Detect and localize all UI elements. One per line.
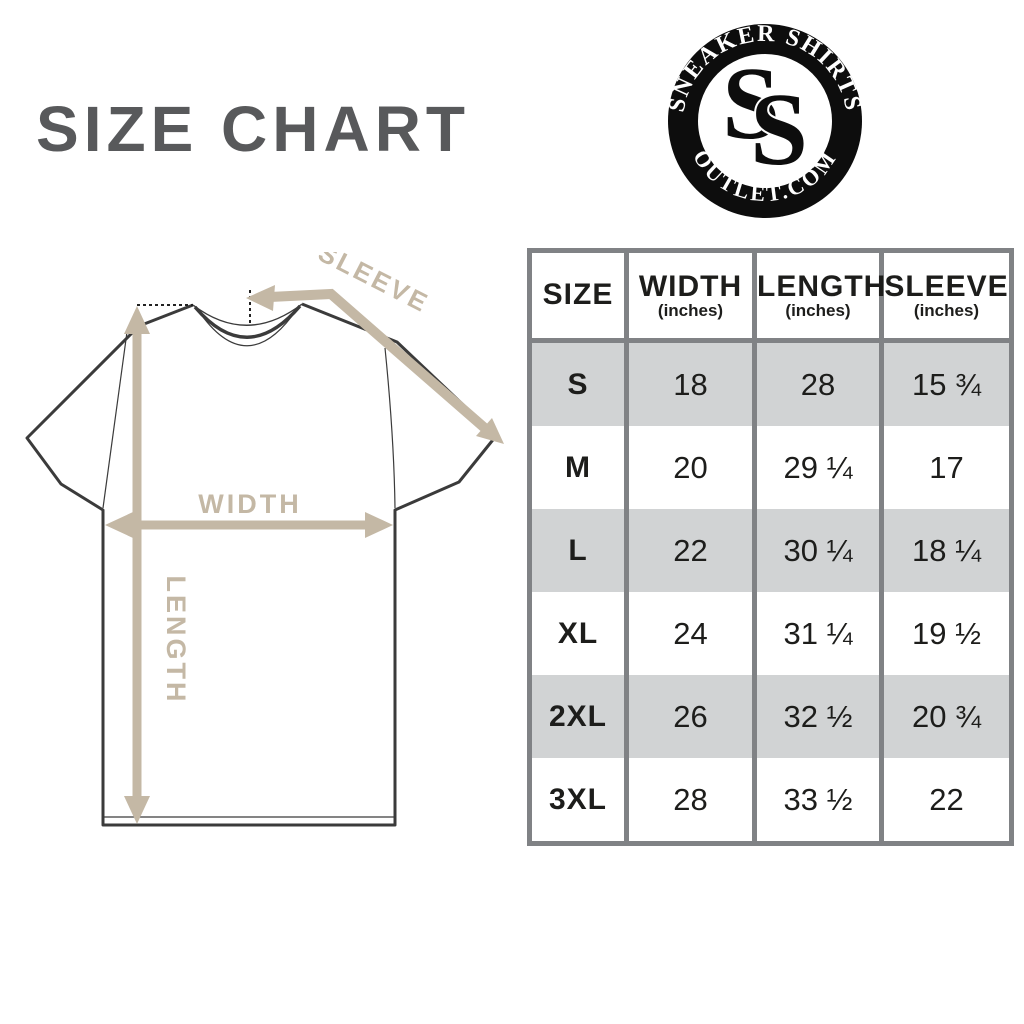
length-value: 30 ¼: [752, 509, 884, 592]
width-arrow: [105, 512, 393, 538]
sleeve-label: SLEEVE: [314, 252, 435, 319]
sleeve-value: 20 ¾: [879, 675, 1014, 758]
size-label: 3XL: [527, 758, 629, 844]
length-value: 33 ½: [752, 758, 884, 844]
table-row-l: L 22 30 ¼ 18 ¼: [527, 509, 1014, 592]
size-label: 2XL: [527, 675, 629, 758]
length-value: 28: [752, 340, 884, 426]
table-row-3xl: 3XL 28 33 ½ 22: [527, 758, 1014, 844]
collar-inner-line: [197, 308, 298, 347]
size-label: L: [527, 509, 629, 592]
collar-neck-opening: [193, 304, 302, 339]
left-sleeve-seam: [102, 331, 128, 509]
size-label: M: [527, 426, 629, 509]
sleeve-value: 17: [879, 426, 1014, 509]
width-value: 20: [624, 426, 757, 509]
table-row-xl: XL 24 31 ¼ 19 ½: [527, 592, 1014, 675]
width-value: 28: [624, 758, 757, 844]
page-title: SIZE CHART: [36, 93, 470, 165]
logo-ss-monogram-icon: S S: [722, 46, 810, 189]
collar-outer-line: [192, 303, 303, 326]
brand-logo: SNEAKER SHIRTS OUTLET.COM S S: [664, 21, 864, 218]
svg-text:S: S: [722, 46, 780, 161]
size-table: SIZE WIDTH (inches) LENGTH (inches) SLEEVE…: [527, 248, 1014, 846]
table-row-2xl: 2XL 26 32 ½ 20 ¾: [527, 675, 1014, 758]
tshirt-body: [27, 304, 496, 825]
sleeve-value: 19 ½: [879, 592, 1014, 675]
width-value: 18: [624, 340, 757, 426]
column-header-width: WIDTH (inches): [624, 250, 757, 343]
length-value: 31 ¼: [752, 592, 884, 675]
table-row-m: M 20 29 ¼ 17: [527, 426, 1014, 509]
sleeve-value: 22: [879, 758, 1014, 844]
size-label: S: [527, 340, 629, 426]
width-value: 24: [624, 592, 757, 675]
width-label: WIDTH: [198, 489, 301, 519]
sleeve-value: 18 ¼: [879, 509, 1014, 592]
length-value: 29 ¼: [752, 426, 884, 509]
size-table-header-row: SIZE WIDTH (inches) LENGTH (inches) SLEEVE…: [527, 250, 1014, 343]
sleeve-arrow: [246, 285, 504, 444]
width-value: 26: [624, 675, 757, 758]
column-header-length: LENGTH (inches): [752, 250, 885, 343]
width-value: 22: [624, 509, 757, 592]
length-value: 32 ½: [752, 675, 884, 758]
table-row-s: S 18 28 15 ¾: [527, 340, 1014, 426]
size-label: XL: [527, 592, 629, 675]
length-arrow: [124, 306, 150, 824]
column-header-sleeve: SLEEVE (inches): [879, 250, 1014, 343]
right-sleeve-seam: [384, 347, 396, 509]
svg-text:S: S: [750, 72, 808, 187]
logo-inner-circle: [698, 54, 832, 188]
tshirt-measurement-diagram: WIDTH LENGTH SLEEVE: [25, 252, 504, 827]
column-header-size: SIZE: [527, 250, 629, 343]
sleeve-value: 15 ¾: [879, 340, 1014, 426]
length-label: LENGTH: [161, 576, 191, 705]
